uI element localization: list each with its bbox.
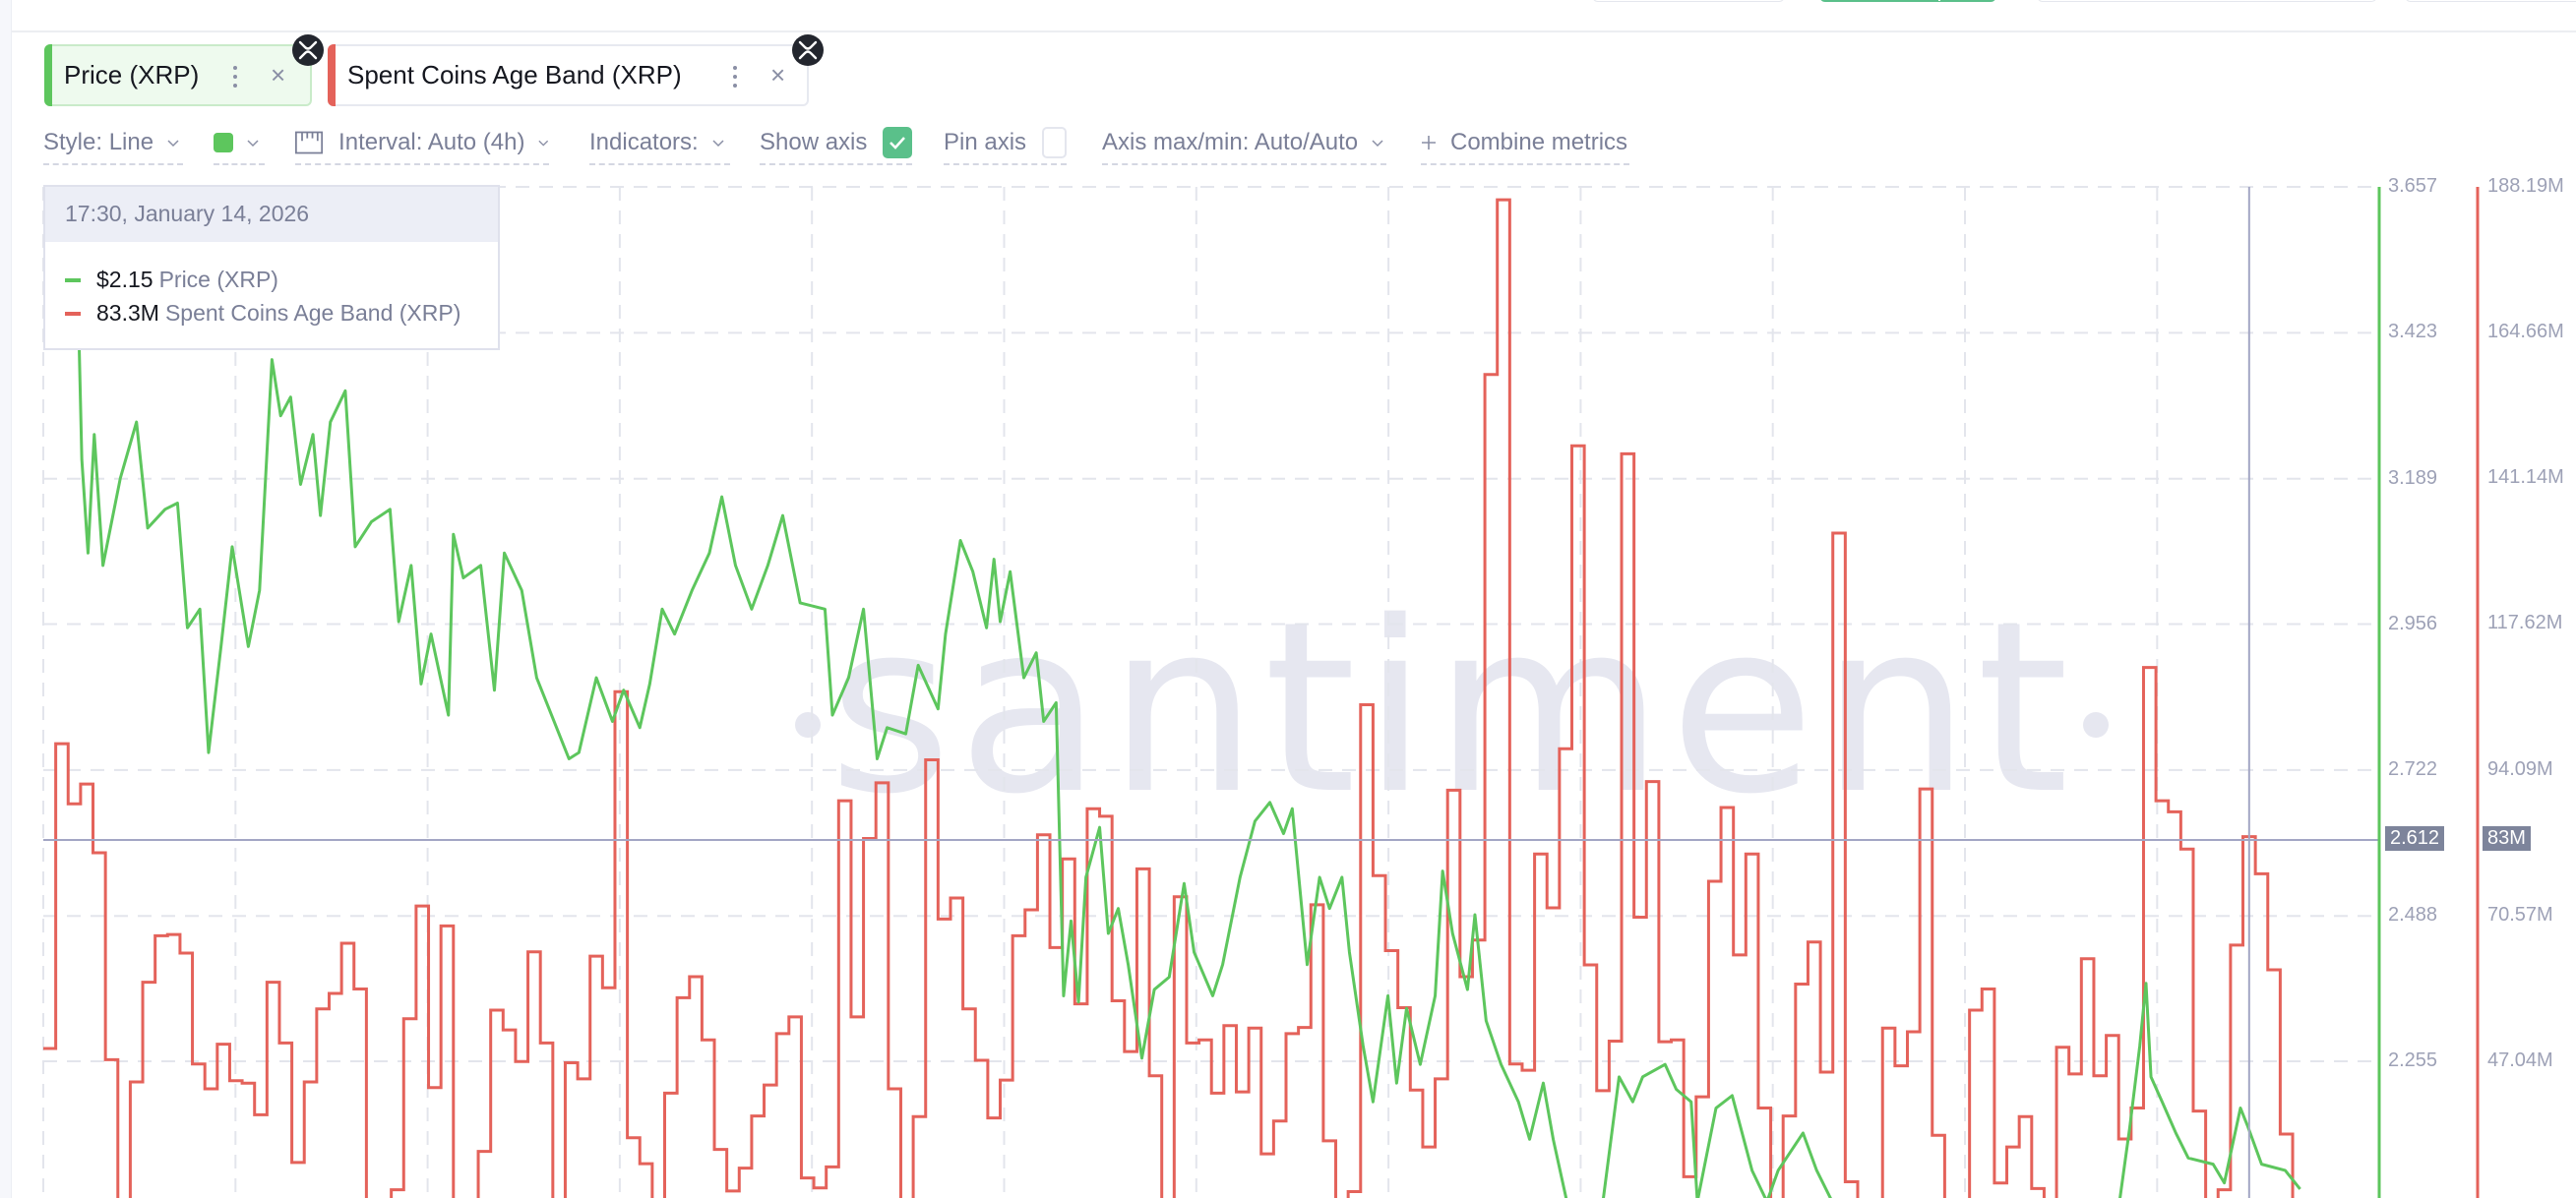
spent-coins-axis-tick: 164.66M bbox=[2487, 321, 2564, 343]
tooltip-value: $2.15 bbox=[96, 267, 153, 292]
spent-coins-axis-tick: 70.57M bbox=[2487, 903, 2553, 926]
style-label: Style: Line bbox=[43, 129, 154, 155]
show-axis-checkbox[interactable] bbox=[883, 127, 912, 158]
tooltip-row-spent-coins: 83.3M Spent Coins Age Band (XRP) bbox=[65, 300, 460, 327]
spent-coins-axis-tick: 117.62M bbox=[2487, 612, 2563, 634]
price-axis-tick: 2.956 bbox=[2388, 612, 2438, 634]
santiment-watermark: santiment bbox=[787, 590, 2116, 826]
top-bar-primary-button[interactable] bbox=[1819, 0, 1996, 2]
chevron-down-icon bbox=[538, 140, 549, 147]
metric-tab-price[interactable]: Price (XRP) × bbox=[44, 34, 324, 106]
remove-metric-icon[interactable]: × bbox=[271, 60, 286, 90]
spent-coins-axis-tick: 188.19M bbox=[2487, 175, 2564, 197]
chevron-down-icon bbox=[247, 140, 259, 148]
metric-color-bar bbox=[328, 44, 336, 106]
price-axis-tick: 3.657 bbox=[2388, 175, 2438, 197]
show-axis-toggle[interactable]: Show axis bbox=[760, 122, 912, 165]
price-axis-tick: 3.423 bbox=[2388, 321, 2438, 343]
price-axis-tick: 2.255 bbox=[2388, 1049, 2438, 1071]
spent-coins-axis-tick: 47.04M bbox=[2487, 1049, 2553, 1071]
price-axis-tick: 3.189 bbox=[2388, 466, 2438, 489]
pin-axis-checkbox[interactable] bbox=[1042, 127, 1067, 158]
top-bar-button[interactable] bbox=[2405, 0, 2576, 2]
more-options-icon[interactable] bbox=[733, 66, 737, 88]
crosshair-spent-coins-badge: 83M bbox=[2483, 826, 2531, 851]
tooltip-value: 83.3M bbox=[96, 300, 159, 326]
pin-axis-label: Pin axis bbox=[944, 129, 1027, 155]
indicators-dropdown[interactable]: Indicators: bbox=[589, 122, 730, 165]
tooltip-metric-name: Spent Coins Age Band (XRP) bbox=[164, 300, 461, 326]
chevron-down-icon bbox=[167, 140, 179, 148]
chevron-down-icon bbox=[712, 140, 724, 148]
pin-axis-toggle[interactable]: Pin axis bbox=[944, 122, 1067, 165]
crosshair-price-badge: 2.612 bbox=[2385, 826, 2445, 851]
combine-metrics-button[interactable]: Combine metrics bbox=[1421, 122, 1629, 165]
left-rail bbox=[0, 0, 12, 1198]
spent-coins-axis-tick: 141.14M bbox=[2487, 466, 2564, 489]
metric-label: Spent Coins Age Band (XRP) bbox=[347, 60, 682, 90]
indicators-label: Indicators: bbox=[589, 129, 699, 155]
checkmark-icon bbox=[889, 137, 906, 150]
xrp-coin-icon bbox=[792, 34, 824, 66]
plus-icon bbox=[1422, 136, 1436, 150]
show-axis-label: Show axis bbox=[760, 129, 868, 155]
tooltip-metric-name: Price (XRP) bbox=[158, 267, 278, 292]
color-swatch bbox=[214, 133, 233, 152]
metric-color-bar bbox=[44, 44, 52, 106]
axis-max-min-dropdown[interactable]: Axis max/min: Auto/Auto bbox=[1102, 122, 1386, 165]
ruler-icon bbox=[295, 131, 324, 154]
interval-label: Interval: Auto (4h) bbox=[338, 129, 525, 155]
spent-coins-axis-tick: 94.09M bbox=[2487, 757, 2553, 780]
tooltip-datetime: 17:30, January 14, 2026 bbox=[45, 187, 498, 242]
metric-tab-spent-coins-age-band[interactable]: Spent Coins Age Band (XRP) × bbox=[328, 34, 824, 106]
tooltip-row-price: $2.15 Price (XRP) bbox=[65, 267, 278, 293]
more-options-icon[interactable] bbox=[233, 66, 237, 88]
remove-metric-icon[interactable]: × bbox=[770, 60, 786, 90]
metric-label: Price (XRP) bbox=[64, 60, 200, 90]
price-axis-tick: 2.722 bbox=[2388, 757, 2438, 780]
chevron-down-icon bbox=[1372, 140, 1383, 148]
color-picker[interactable] bbox=[214, 122, 265, 165]
style-dropdown[interactable]: Style: Line bbox=[43, 122, 183, 165]
legend-line-icon bbox=[65, 311, 81, 316]
top-bar bbox=[12, 0, 2576, 32]
interval-dropdown[interactable]: Interval: Auto (4h) bbox=[295, 122, 549, 165]
top-bar-button[interactable] bbox=[2037, 0, 2377, 2]
combine-metrics-label: Combine metrics bbox=[1450, 129, 1628, 155]
legend-line-icon bbox=[65, 277, 81, 282]
xrp-coin-icon bbox=[292, 34, 324, 66]
chart-tooltip: 17:30, January 14, 2026 $2.15 Price (XRP… bbox=[43, 185, 500, 350]
price-axis-tick: 2.488 bbox=[2388, 904, 2438, 927]
top-bar-button[interactable] bbox=[1592, 0, 1785, 2]
axis-max-min-label: Axis max/min: Auto/Auto bbox=[1102, 129, 1359, 155]
